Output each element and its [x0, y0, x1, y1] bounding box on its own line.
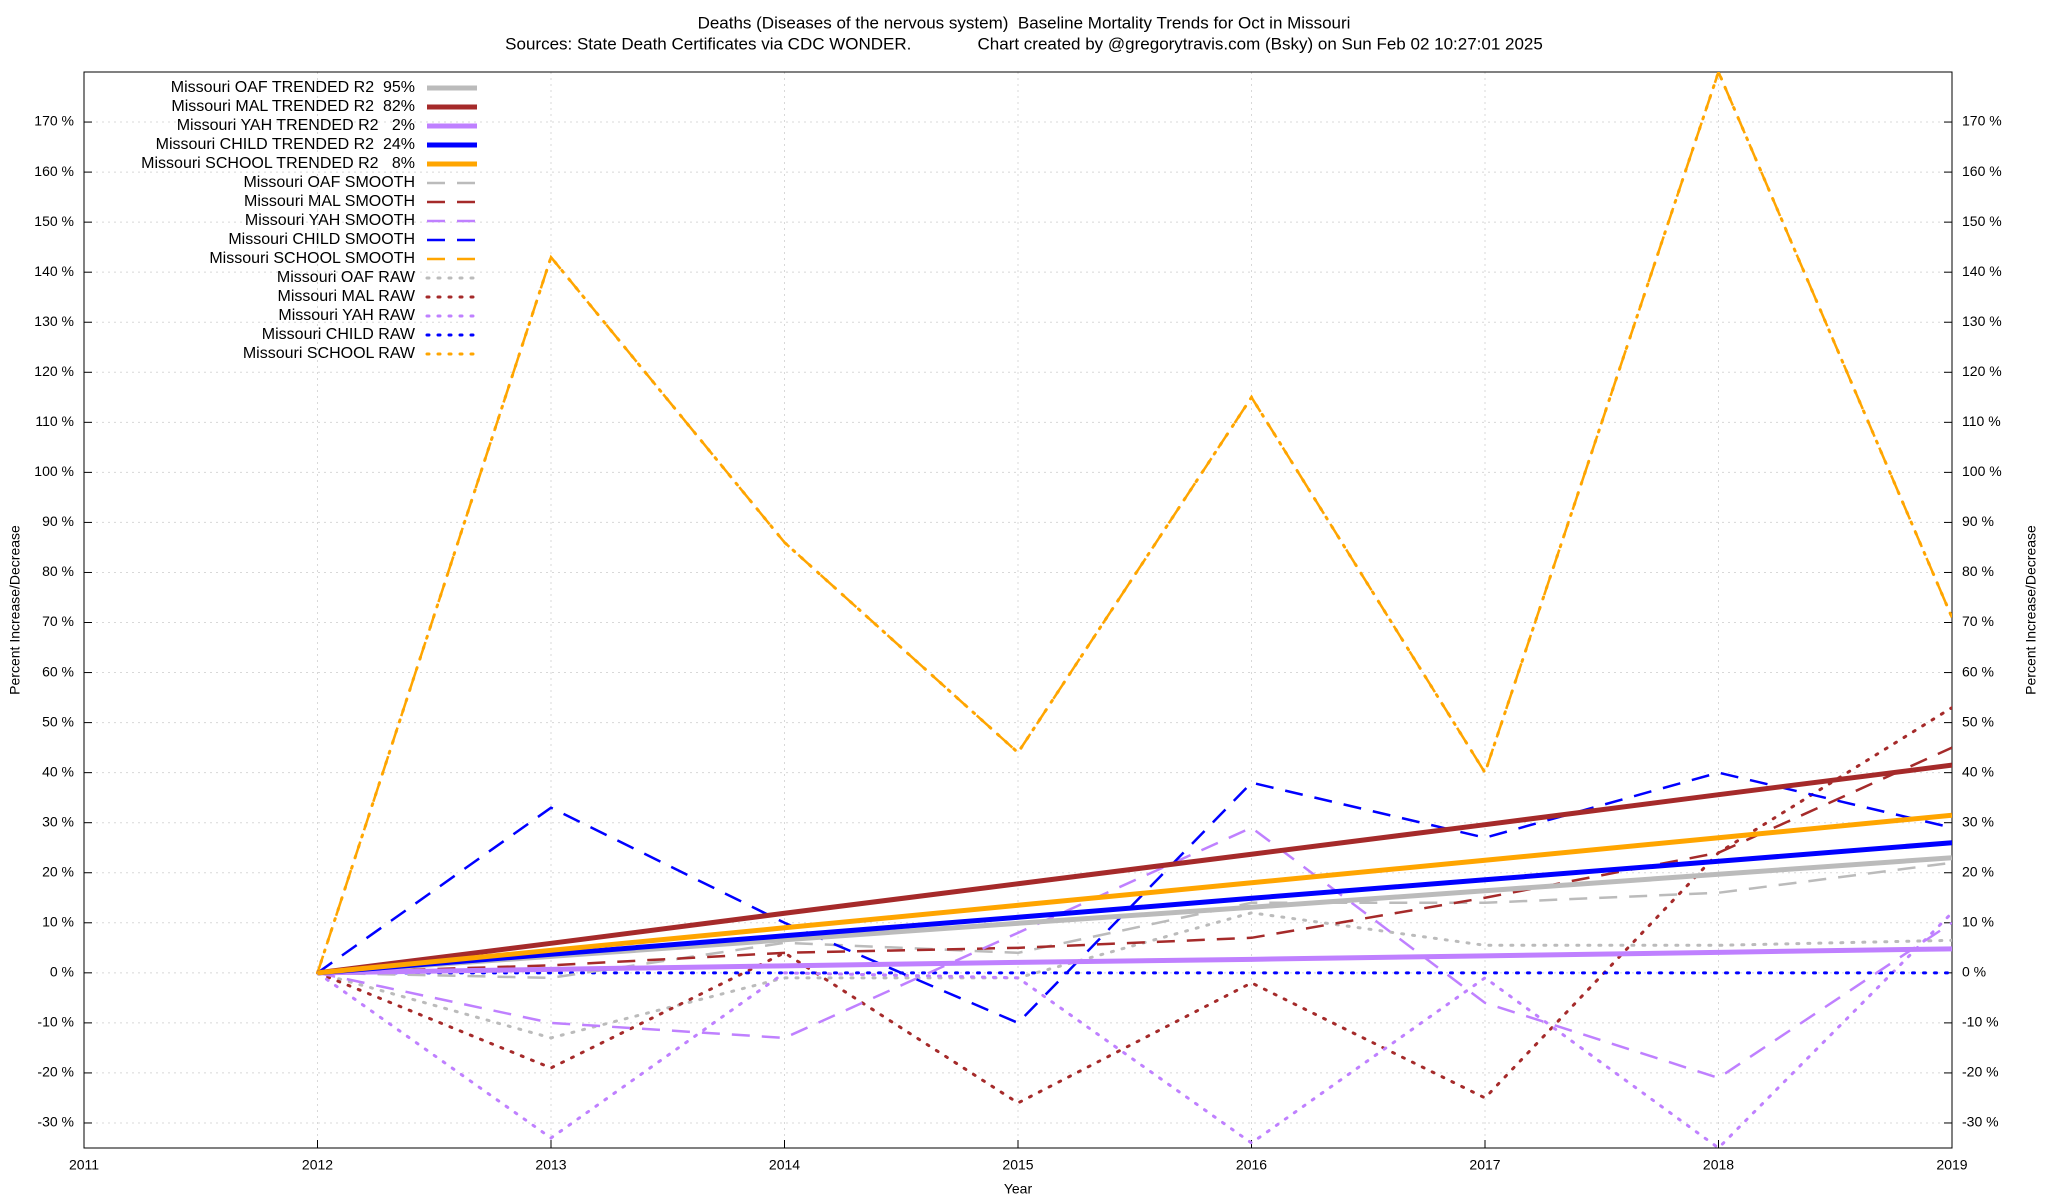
- y2-tick-label: 130 %: [1962, 313, 2002, 329]
- x-tick-label: 2014: [769, 1157, 800, 1173]
- legend-label: Missouri YAH SMOOTH: [245, 212, 415, 229]
- series-line: [316, 911, 1952, 1148]
- x-tick-label: 2015: [1002, 1157, 1033, 1173]
- y2-tick-label: 40 %: [1962, 763, 1994, 779]
- y-tick-label: 20 %: [42, 863, 74, 879]
- series-line: [316, 72, 1952, 974]
- y-tick-label: 40 %: [42, 763, 74, 779]
- legend-label: Missouri OAF TRENDED R2 95%: [171, 79, 415, 96]
- y-tick-label: 120 %: [34, 363, 74, 379]
- series-line: [317, 946, 1952, 976]
- y2-tick-label: 90 %: [1962, 513, 1994, 529]
- y2-tick-label: 50 %: [1962, 713, 1994, 729]
- x-tick-label: 2016: [1236, 1157, 1267, 1173]
- y2-tick-label: 70 %: [1962, 613, 1994, 629]
- y2-tick-label: 100 %: [1962, 463, 2002, 479]
- legend-label: Missouri CHILD SMOOTH: [228, 231, 415, 248]
- y2-tick-label: 30 %: [1962, 813, 1994, 829]
- plot-area: [316, 72, 1952, 1148]
- y-tick-label: -20 %: [37, 1064, 74, 1080]
- series-line: [317, 746, 1952, 975]
- y-tick-label: 60 %: [42, 663, 74, 679]
- y-axis-label: Percent Increase/Decrease: [7, 525, 23, 695]
- y-tick-label: 80 %: [42, 563, 74, 579]
- y2-tick-label: 140 %: [1962, 263, 2002, 279]
- x-tick-label: 2019: [1936, 1157, 1967, 1173]
- y2-tick-label: 0 %: [1962, 964, 1986, 980]
- legend-label: Missouri YAH TRENDED R2 2%: [177, 117, 415, 134]
- y-tick-label: -30 %: [37, 1114, 74, 1130]
- series-line: [317, 762, 1952, 976]
- y2-tick-label: 110 %: [1962, 413, 2001, 429]
- y2-tick-label: 80 %: [1962, 563, 1994, 579]
- legend-label: Missouri SCHOOL RAW: [243, 345, 416, 362]
- x-tick-label: 2013: [535, 1157, 566, 1173]
- series-line: [317, 861, 1952, 980]
- x-tick-label: 2018: [1703, 1157, 1734, 1173]
- y2-tick-label: 20 %: [1962, 863, 1994, 879]
- y-tick-label: 140 %: [34, 263, 74, 279]
- y-tick-label: 160 %: [34, 163, 74, 179]
- x-tick-label: 2012: [302, 1157, 333, 1173]
- x-axis-label: Year: [1004, 1181, 1033, 1197]
- plot-frame: [83, 71, 1953, 1149]
- y2-axis-label: Percent Increase/Decrease: [2023, 525, 2039, 695]
- legend-label: Missouri MAL TRENDED R2 82%: [171, 98, 415, 115]
- legend-label: Missouri YAH RAW: [278, 307, 416, 324]
- series-line: [317, 812, 1952, 976]
- y2-tick-label: -20 %: [1962, 1064, 1999, 1080]
- chart-title: Deaths (Diseases of the nervous system) …: [698, 13, 1351, 32]
- y2-tick-label: 170 %: [1962, 113, 2002, 129]
- y-tick-label: 30 %: [42, 813, 74, 829]
- x-tick-label: 2011: [69, 1157, 99, 1173]
- series-line: [317, 840, 1952, 976]
- y-tick-label: -10 %: [37, 1014, 74, 1030]
- y-tick-label: 0 %: [50, 964, 74, 980]
- legend-label: Missouri OAF RAW: [277, 269, 416, 286]
- series-line: [316, 706, 1952, 1105]
- y-tick-label: 170 %: [34, 113, 74, 129]
- chart-subtitle: Sources: State Death Certificates via CD…: [505, 34, 1543, 53]
- series-line: [317, 826, 1952, 1080]
- y2-tick-label: 60 %: [1962, 663, 1994, 679]
- y2-tick-label: -30 %: [1962, 1114, 1999, 1130]
- y-tick-label: 150 %: [34, 213, 74, 229]
- y2-tick-label: 150 %: [1962, 213, 2002, 229]
- legend-label: Missouri CHILD RAW: [262, 326, 416, 343]
- y-tick-label: 90 %: [42, 513, 74, 529]
- legend-label: Missouri MAL RAW: [278, 288, 416, 305]
- y-tick-label: 10 %: [42, 913, 74, 929]
- legend-label: Missouri MAL SMOOTH: [244, 193, 415, 210]
- y-tick-label: 110 %: [35, 413, 74, 429]
- legend-label: Missouri CHILD TRENDED R2 24%: [156, 136, 415, 153]
- y-tick-label: 50 %: [42, 713, 74, 729]
- x-tick-label: 2017: [1469, 1157, 1500, 1173]
- legend-label: Missouri SCHOOL SMOOTH: [209, 250, 415, 267]
- y2-tick-label: 10 %: [1962, 913, 1994, 929]
- y-tick-label: 100 %: [34, 463, 74, 479]
- series-line: [316, 771, 1952, 1025]
- y2-tick-label: -10 %: [1962, 1014, 1999, 1030]
- series-line: [316, 911, 1952, 1040]
- legend-label: Missouri SCHOOL TRENDED R2 8%: [141, 155, 415, 172]
- y-tick-label: 130 %: [34, 313, 74, 329]
- y2-tick-label: 160 %: [1962, 163, 2002, 179]
- legend-label: Missouri OAF SMOOTH: [243, 174, 415, 191]
- y-tick-label: 70 %: [42, 613, 74, 629]
- y2-tick-label: 120 %: [1962, 363, 2002, 379]
